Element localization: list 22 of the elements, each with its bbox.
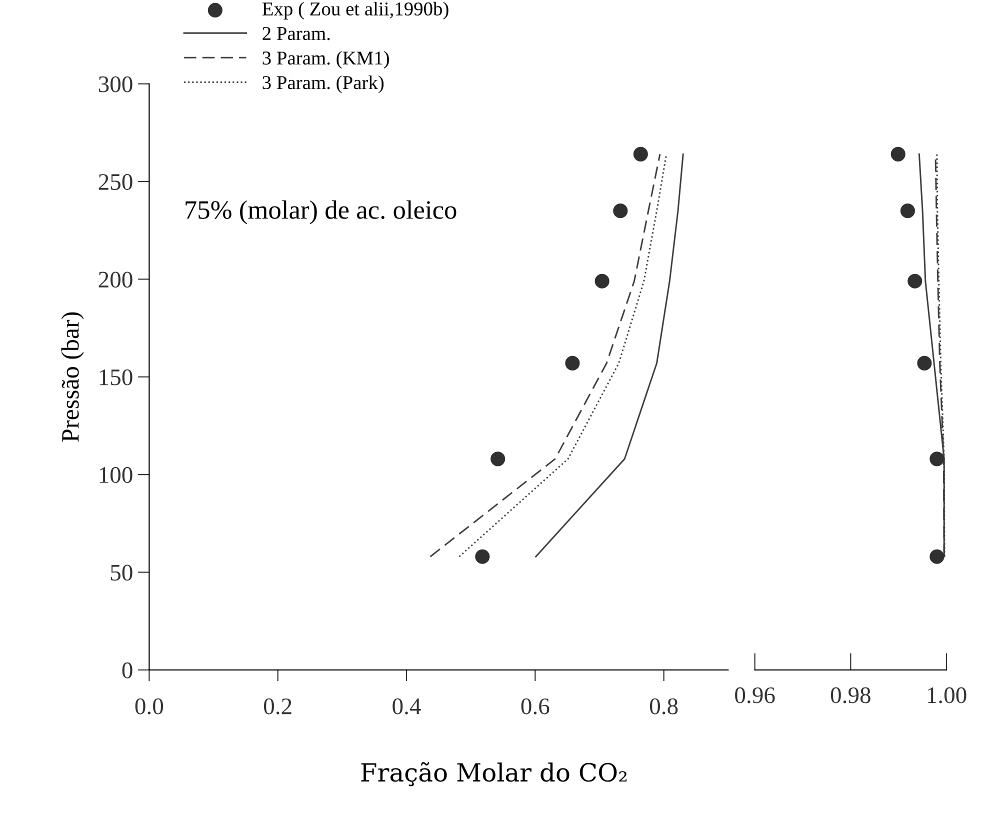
y-tick-label: 0 xyxy=(122,662,132,678)
x-tick-label: 0.8 xyxy=(650,698,678,714)
x-tick-label: 1.00 xyxy=(928,687,966,704)
x-tick-label: 0.6 xyxy=(521,698,550,714)
x-tick-label: 0.98 xyxy=(830,687,870,704)
y-tick-label: 50 xyxy=(110,564,132,581)
x-tick-label: 0.4 xyxy=(392,698,421,714)
y-tick-label: 100 xyxy=(100,467,132,483)
y-tick-label: 150 xyxy=(100,369,132,386)
legend-label: Exp ( Zou et alii,1990b) xyxy=(262,2,448,20)
x-tick-label: 0.0 xyxy=(135,698,164,714)
y-axis-title: Pressão (bar) xyxy=(61,312,84,442)
annotation: 75% (molar) de ac. oleico xyxy=(186,200,456,224)
x-tick-label: 0.2 xyxy=(264,698,292,714)
x-tick-label: 0.96 xyxy=(735,687,775,704)
legend-label: 2 Param. xyxy=(262,27,330,40)
legend-label: 3 Param. (Park) xyxy=(262,76,384,94)
y-tick-label: 200 xyxy=(98,272,132,288)
legend-label: 3 Param. (KM1) xyxy=(262,50,389,69)
y-tick-label: 250 xyxy=(98,174,132,190)
x-axis-title: Fração Molar do CO₂ xyxy=(361,762,627,786)
y-tick-label: 300 xyxy=(98,76,132,92)
